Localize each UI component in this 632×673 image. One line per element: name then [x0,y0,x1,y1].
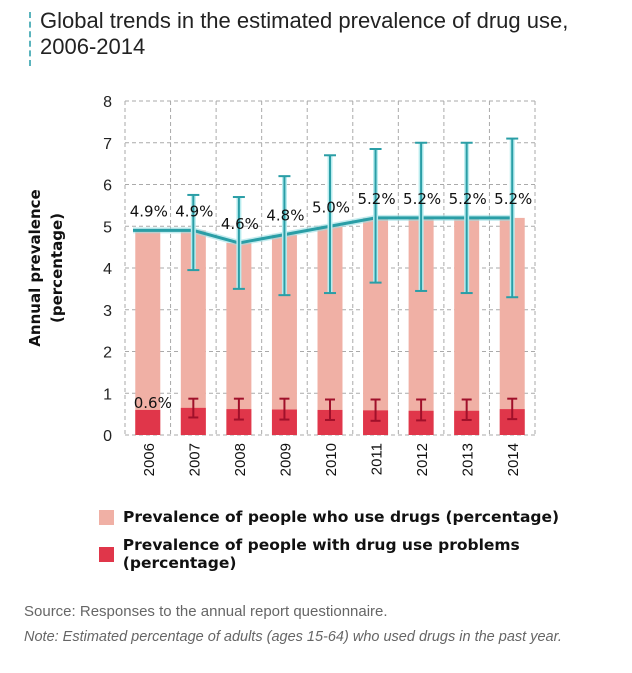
x-tick-label: 2014 [505,443,522,476]
x-tick-label: 2013 [460,443,477,476]
data-label-users: 5.2% [403,190,441,208]
bar-problems [135,409,161,435]
source-text: Source: Responses to the annual report q… [24,603,388,620]
y-tick-label: 4 [103,261,112,278]
data-label-users: 5.2% [358,190,396,208]
data-label-users: 5.2% [449,190,487,208]
chart-title: Global trends in the estimated prevalenc… [40,8,569,59]
x-tick-label: 2012 [414,443,431,476]
y-axis-label: Annual prevalence (percentage) [26,189,66,346]
bar-users [135,230,161,435]
x-tick-label: 2010 [323,443,340,476]
data-label-users: 4.9% [175,202,213,220]
legend-item-problems: Prevalence of people with drug use probl… [99,536,632,572]
note-text: Note: Estimated percentage of adults (ag… [24,629,562,645]
data-label-users: 4.9% [130,202,168,220]
y-tick-label: 2 [103,345,112,362]
data-label-users: 5.0% [312,198,350,216]
x-tick-label: 2011 [369,443,386,475]
y-tick-label: 8 [103,94,112,111]
y-tick-label: 7 [103,136,112,153]
chart-svg: 0 1 2 3 4 5 6 7 8 Annual prevalence (percentage) 20… [26,94,536,476]
x-tick-label: 2008 [232,443,249,476]
legend-swatch-problems [99,546,114,562]
legend-item-users: Prevalence of people who use drugs (perc… [99,508,559,526]
legend-label-users: Prevalence of people who use drugs (perc… [123,508,560,526]
y-tick-label: 3 [103,303,112,320]
data-label-users: 5.2% [494,190,532,208]
x-tick-label: 2007 [186,443,203,476]
y-tick-label: 5 [103,219,112,236]
x-tick-label: 2006 [141,443,158,476]
data-label-problems: 0.6% [134,394,172,412]
data-label-users: 4.8% [266,207,304,225]
y-tick-label: 1 [103,386,112,403]
data-label-users: 4.6% [221,215,259,233]
y-tick-label: 6 [103,178,112,195]
legend-label-problems: Prevalence of people with drug use probl… [122,536,520,572]
x-tick-label: 2009 [277,443,294,476]
y-tick-label: 0 [103,428,112,445]
title-accent-line [29,12,31,66]
legend-swatch-users [99,509,114,525]
